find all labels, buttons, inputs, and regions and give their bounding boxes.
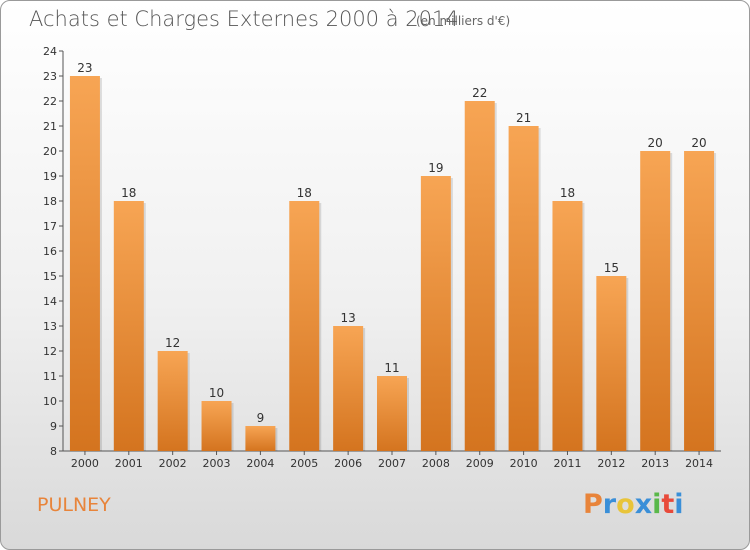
y-tick-label: 22	[43, 95, 57, 108]
x-tick-label: 2013	[641, 457, 669, 470]
x-tick-label: 2012	[597, 457, 625, 470]
y-tick-label: 19	[43, 170, 57, 183]
bar-value-label: 10	[209, 386, 224, 400]
x-tick-label: 2010	[510, 457, 538, 470]
logo-letter: r	[602, 489, 617, 520]
bar-value-label: 18	[560, 186, 575, 200]
y-tick-label: 11	[43, 370, 57, 383]
bar	[157, 351, 188, 451]
bar-value-label: 20	[648, 136, 663, 150]
bars: 23 18 12 10 9 18 13 11 19 22 21 18 15 20 20	[69, 61, 717, 451]
x-tick-label: 2008	[422, 457, 450, 470]
bar-value-label: 9	[257, 411, 265, 425]
bar	[201, 401, 232, 451]
logo-letter: x	[634, 489, 653, 520]
chart-title: Achats et Charges Externes 2000 à 2014	[29, 7, 459, 31]
chart-subtitle: (en milliers d'€)	[416, 14, 511, 28]
bar	[69, 76, 100, 451]
y-tick-label: 24	[43, 45, 57, 58]
bar-value-label: 18	[121, 186, 136, 200]
logo-letter: i	[652, 489, 662, 520]
y-tick-label: 12	[43, 345, 57, 358]
x-tick-label: 2009	[466, 457, 494, 470]
y-tick-label: 21	[43, 120, 57, 133]
bar-value-label: 18	[297, 186, 312, 200]
bar	[684, 151, 715, 451]
x-tick-label: 2011	[553, 457, 581, 470]
logo-letter: o	[616, 489, 635, 520]
x-tick-label: 2004	[246, 457, 274, 470]
x-tick-label: 2005	[290, 457, 318, 470]
bar-value-label: 11	[384, 361, 399, 375]
logo-letter: i	[674, 489, 684, 520]
bar	[245, 426, 276, 451]
bar	[552, 201, 583, 451]
bar-value-label: 22	[472, 86, 487, 100]
y-tick-label: 20	[43, 145, 57, 158]
y-tick-label: 18	[43, 195, 57, 208]
bar	[377, 376, 407, 451]
bar	[508, 126, 539, 451]
bar-value-label: 13	[340, 311, 355, 325]
bar-value-label: 15	[604, 261, 619, 275]
x-tick-label: 2014	[685, 457, 713, 470]
y-tick-label: 14	[43, 295, 57, 308]
y-tick-label: 23	[43, 70, 57, 83]
x-tick-label: 2007	[378, 457, 406, 470]
proxiti-logo[interactable]: Proxiti	[583, 489, 684, 520]
bar	[420, 176, 451, 451]
bar	[289, 201, 320, 451]
bar	[464, 101, 495, 451]
y-tick-label: 10	[43, 395, 57, 408]
y-tick-label: 9	[50, 420, 57, 433]
bar-value-label: 19	[428, 161, 443, 175]
bar	[113, 201, 144, 451]
bar	[333, 326, 364, 451]
bar-value-label: 21	[516, 111, 531, 125]
logo-letter: P	[583, 489, 603, 520]
y-tick-label: 17	[43, 220, 57, 233]
x-tick-label: 2003	[203, 457, 231, 470]
bar-value-label: 12	[165, 336, 180, 350]
y-tick-label: 13	[43, 320, 57, 333]
bar-value-label: 20	[691, 136, 706, 150]
bar	[596, 276, 627, 451]
y-tick-label: 8	[50, 445, 57, 458]
bar-value-label: 23	[77, 61, 92, 75]
x-tick-label: 2001	[115, 457, 143, 470]
x-tick-label: 2002	[159, 457, 187, 470]
commune-name: PULNEY	[37, 494, 111, 516]
bar	[640, 151, 671, 451]
axes: 8 9 10 11 12 13 14 15 16 17 18 19 20 21 22 23 24 2000 2001…	[43, 45, 721, 470]
x-tick-label: 2000	[71, 457, 99, 470]
x-tick-label: 2006	[334, 457, 362, 470]
y-tick-label: 15	[43, 270, 57, 283]
logo-letter: t	[661, 489, 675, 520]
y-tick-label: 16	[43, 245, 57, 258]
